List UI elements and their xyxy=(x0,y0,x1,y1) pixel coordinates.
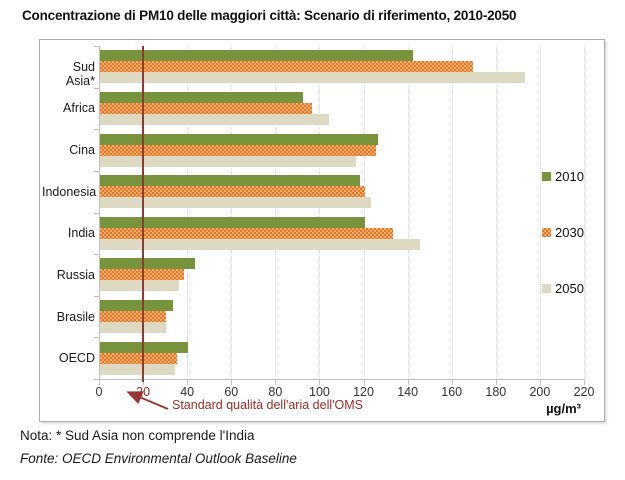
gridline xyxy=(407,46,409,379)
category-label: Cina xyxy=(69,143,95,158)
gridline xyxy=(495,46,497,379)
bar-2030-cina xyxy=(100,144,376,156)
plot-area xyxy=(94,46,585,385)
x-tick-label: 0 xyxy=(95,385,103,399)
bar-2010-oecd xyxy=(100,341,189,353)
bar-2030-africa xyxy=(100,102,312,114)
x-axis-tick xyxy=(451,380,453,385)
bar-2030-russia xyxy=(100,269,184,281)
category-label: Africa xyxy=(63,101,95,116)
x-axis-tick xyxy=(363,380,365,385)
footnote-fonte: Fonte: OECD Environmental Outlook Baseli… xyxy=(20,451,297,466)
legend-label-2010: 2010 xyxy=(555,168,584,184)
unit-label: µg/m³ xyxy=(546,401,581,416)
who-standard-line xyxy=(142,46,145,382)
bar-2050-brasile xyxy=(100,322,167,334)
bar-2030-brasile xyxy=(100,311,167,323)
y-axis-tick xyxy=(94,296,99,297)
bar-2010-sud-asia- xyxy=(100,50,414,62)
category-label: Indonesia xyxy=(42,184,97,199)
x-axis-tick xyxy=(187,380,189,385)
x-axis-tick xyxy=(275,380,277,385)
y-axis-tick xyxy=(94,171,99,172)
bar-2030-sud-asia- xyxy=(100,61,473,73)
legend-swatch-2010 xyxy=(542,171,551,181)
bar-2050-sud-asia- xyxy=(100,72,526,84)
legend-swatch-2050 xyxy=(542,283,551,293)
bar-2050-indonesia xyxy=(100,197,372,209)
y-axis-tick xyxy=(94,213,99,214)
bar-2010-africa xyxy=(100,91,303,103)
bar-2050-india xyxy=(100,238,420,250)
x-axis-line xyxy=(99,379,584,380)
bar-2010-cina xyxy=(100,133,378,145)
legend-item-2050: 2050 xyxy=(542,280,584,296)
x-axis-tick xyxy=(99,380,100,385)
gridline xyxy=(363,46,365,379)
legend-label-2050: 2050 xyxy=(555,280,584,296)
x-tick-label: 20 xyxy=(136,385,151,399)
y-axis-tick xyxy=(94,379,99,380)
x-tick-label: 40 xyxy=(180,385,195,399)
x-axis-tick xyxy=(231,380,233,385)
y-axis-tick xyxy=(94,337,99,338)
who-arrow-icon xyxy=(126,391,169,410)
x-axis-tick xyxy=(584,380,585,385)
y-axis-tick xyxy=(94,129,99,130)
category-label: Russia xyxy=(56,267,95,282)
bar-2010-brasile xyxy=(100,300,173,312)
x-tick-label: 80 xyxy=(268,385,283,399)
x-tick-label: 220 xyxy=(573,385,595,399)
x-axis-tick xyxy=(539,380,541,385)
bar-2030-indonesia xyxy=(100,186,365,198)
bar-2030-oecd xyxy=(100,352,178,364)
gridline xyxy=(231,46,233,379)
footnote-nota: Nota: * Sud Asia non comprende l'India xyxy=(20,428,255,443)
x-tick-label: 140 xyxy=(397,385,419,399)
gridline xyxy=(584,46,585,379)
who-standard-annotation: Standard qualità dell'aria dell'OMS xyxy=(172,398,363,412)
legend-swatch-2030 xyxy=(542,227,551,237)
gridline xyxy=(187,46,189,379)
gridline xyxy=(451,46,453,379)
bar-2050-africa xyxy=(100,113,330,125)
legend-item-2030: 2030 xyxy=(542,224,584,240)
legend-item-2010: 2010 xyxy=(542,168,584,184)
x-axis-tick xyxy=(319,380,321,385)
x-tick-label: 180 xyxy=(485,385,507,399)
x-axis-tick xyxy=(495,380,497,385)
y-axis-tick xyxy=(94,88,99,89)
gridline xyxy=(319,46,321,379)
x-tick-label: 120 xyxy=(353,385,374,399)
chart-frame: Standard qualità dell'aria dell'OMS µg/m… xyxy=(39,39,605,422)
bar-2010-russia xyxy=(100,258,195,270)
y-axis-tick xyxy=(94,46,99,47)
bar-2010-indonesia xyxy=(100,175,361,187)
gridline xyxy=(275,46,277,379)
category-label: India xyxy=(67,226,95,241)
bar-2030-india xyxy=(100,227,394,239)
legend-label-2030: 2030 xyxy=(555,224,584,240)
x-axis-tick xyxy=(143,380,145,385)
bar-2050-oecd xyxy=(100,363,175,375)
x-tick-label: 200 xyxy=(529,385,551,399)
y-axis-line xyxy=(99,46,100,380)
y-axis-tick xyxy=(94,254,99,255)
gridline xyxy=(539,46,541,379)
category-label: Sud Asia* xyxy=(65,59,95,88)
category-label: Brasile xyxy=(56,309,95,324)
x-tick-label: 100 xyxy=(309,385,330,399)
bar-2010-india xyxy=(100,216,365,228)
category-label: OECD xyxy=(58,351,95,366)
bar-2050-russia xyxy=(100,280,180,292)
x-tick-label: 60 xyxy=(224,385,239,399)
bar-2050-cina xyxy=(100,155,356,167)
x-axis-tick xyxy=(407,380,409,385)
x-tick-label: 160 xyxy=(441,385,463,399)
chart-title: Concentrazione di PM10 delle maggiori ci… xyxy=(22,8,517,23)
